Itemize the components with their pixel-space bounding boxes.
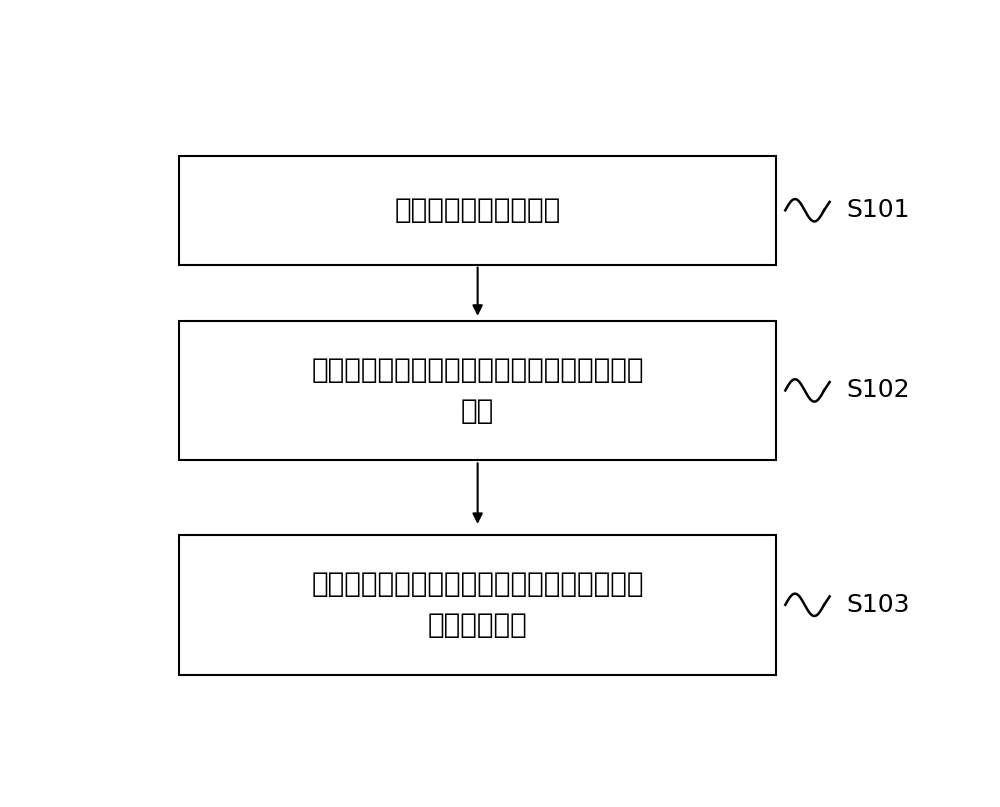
FancyBboxPatch shape [179, 535, 776, 675]
Text: 控制耦合波导环移动；: 控制耦合波导环移动； [394, 196, 561, 224]
Text: 根据所述散射参数确定所述耦合波导环是否位
于预定位置。: 根据所述散射参数确定所述耦合波导环是否位 于预定位置。 [311, 571, 644, 639]
Text: S102: S102 [847, 378, 910, 403]
FancyBboxPatch shape [179, 320, 776, 460]
Text: 实时获取移动过程中所述耦合波导环的散射参
数；: 实时获取移动过程中所述耦合波导环的散射参 数； [311, 356, 644, 425]
Text: S101: S101 [847, 199, 910, 222]
FancyBboxPatch shape [179, 156, 776, 265]
Text: S103: S103 [847, 593, 910, 617]
